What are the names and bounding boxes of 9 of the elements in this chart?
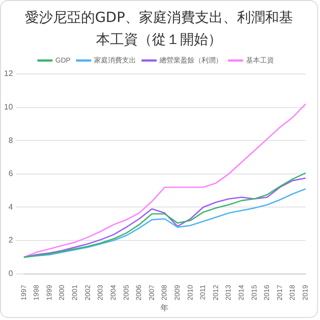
y-tick-label: 10 (4, 102, 14, 112)
x-axis-title: 年 (160, 303, 169, 312)
y-tick-label: 4 (8, 202, 14, 212)
y-tick-label: 12 (4, 69, 14, 78)
y-tick-label: 2 (8, 236, 14, 245)
y-tick-label: 0 (8, 269, 14, 278)
chart-title: 愛沙尼亞的GDP、家庭消費支出、利潤和基本工資（從１開始） (24, 9, 294, 50)
y-tick-label: 6 (8, 169, 14, 178)
y-tick-label: 8 (8, 136, 14, 145)
